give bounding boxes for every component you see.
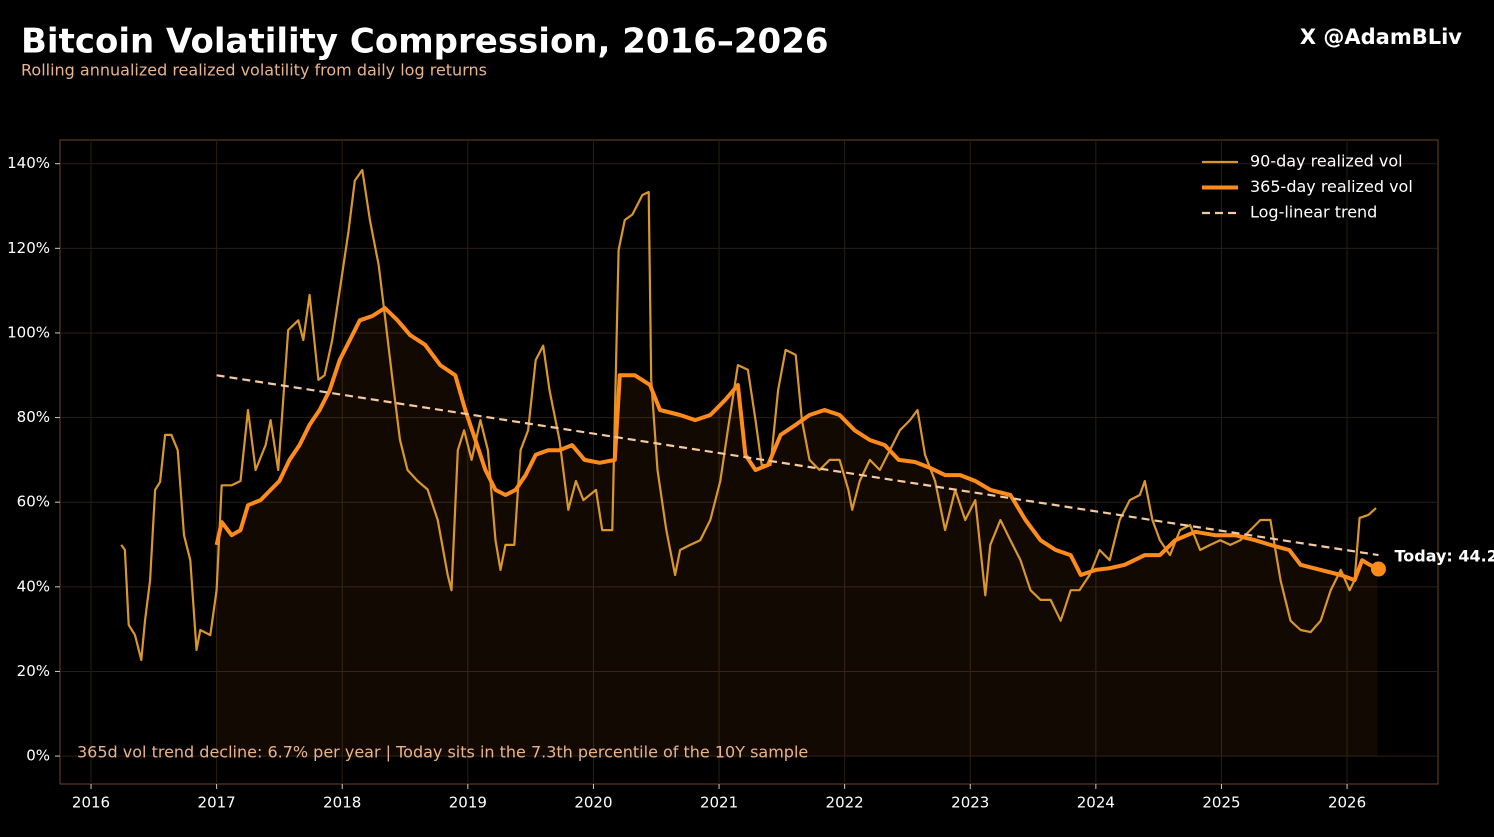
x-tick-label: 2020: [574, 794, 612, 812]
x-tick-label: 2024: [1077, 794, 1115, 812]
x-tick-label: 2022: [826, 794, 864, 812]
chart-subtitle: Rolling annualized realized volatility f…: [21, 61, 487, 80]
x-tick-label: 2021: [700, 794, 738, 812]
watermark: X @AdamBLiv: [1300, 25, 1462, 49]
y-tick-label: 60%: [17, 493, 50, 511]
x-tick-label: 2026: [1328, 794, 1366, 812]
y-tick-label: 0%: [26, 747, 50, 765]
x-tick-label: 2018: [323, 794, 361, 812]
y-tick-label: 100%: [7, 323, 50, 341]
x-tick-label: 2023: [951, 794, 989, 812]
series-line: [214, 306, 1379, 583]
y-tick-label: 40%: [17, 577, 50, 595]
annotation: 365d vol trend decline: 6.7% per year | …: [77, 743, 808, 762]
today-marker: [1370, 561, 1386, 577]
legend-label: 90-day realized vol: [1250, 152, 1403, 171]
legend-label: Log-linear trend: [1250, 203, 1377, 222]
x-tick-label: 2025: [1202, 794, 1240, 812]
y-tick-label: 140%: [7, 154, 50, 172]
y-tick-label: 120%: [7, 239, 50, 257]
area-fill: [216, 308, 1378, 757]
plot-layer: 0% 20% 40% 60% 80% 100% 120% 140% 2016 2017 2018 20…: [7, 140, 1494, 812]
today-label: Today: 44.2%: [1394, 547, 1494, 566]
legend-label: 365-day realized vol: [1250, 177, 1413, 196]
x-tick-label: 2016: [72, 794, 110, 812]
x-tick-label: 2019: [449, 794, 487, 812]
chart-title: Bitcoin Volatility Compression, 2016–202…: [21, 22, 829, 62]
series-line: [216, 374, 1379, 557]
x-tick-label: 2017: [198, 794, 236, 812]
series-line: [120, 168, 1377, 662]
y-tick-label: 80%: [17, 408, 50, 426]
y-tick-label: 20%: [17, 662, 50, 680]
